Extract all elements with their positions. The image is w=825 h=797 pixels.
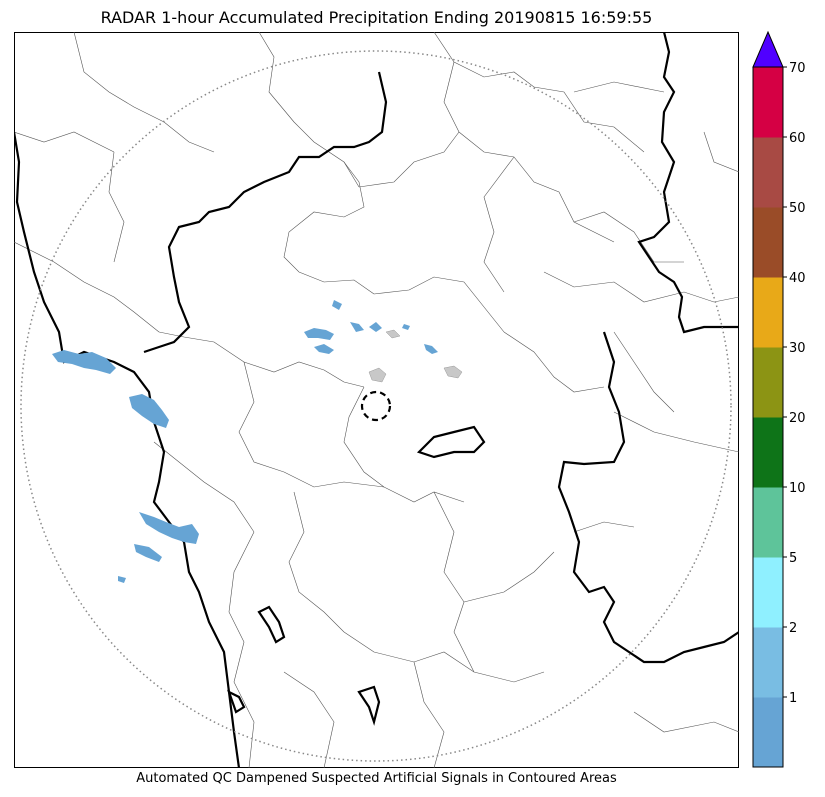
colorbar-bin [753, 487, 783, 558]
colorbar-tick-label: 50 [789, 201, 806, 216]
colorbar-tick-label: 2 [789, 621, 797, 636]
map-footer-note: Automated QC Dampened Suspected Artifici… [136, 771, 617, 786]
map-frame [14, 32, 739, 768]
colorbar-bin [753, 67, 783, 138]
colorbar-tick-label: 5 [789, 551, 797, 566]
radar-map [14, 32, 739, 768]
colorbar-tick-label: 40 [789, 271, 806, 286]
map-title: RADAR 1-hour Accumulated Precipitation E… [100, 8, 653, 27]
colorbar-bin [753, 277, 783, 348]
colorbar-extend-arrow [752, 30, 784, 68]
colorbar: 1 2 5 10 20 30 40 50 60 70 [752, 30, 806, 768]
colorbar-bin [753, 207, 783, 278]
colorbar-frame [752, 66, 784, 768]
radar-range-ring [20, 50, 732, 762]
colorbar-bin [753, 697, 783, 768]
colorbar-bin [753, 627, 783, 698]
colorbar-bin [753, 557, 783, 628]
colorbar-tick-label: 60 [789, 131, 806, 146]
colorbar-top-label: 70 [789, 61, 806, 76]
qc-dampened-areas [368, 329, 463, 383]
colorbar-bin [753, 347, 783, 418]
colorbar-tick-label: 10 [789, 481, 806, 496]
colorbar-bin [753, 417, 783, 488]
district-boundaries [14, 32, 739, 768]
colorbar-tick-label: 30 [789, 341, 806, 356]
colorbar-bin [753, 137, 783, 208]
precipitation-echoes [52, 300, 438, 583]
colorbar-tick-label: 1 [789, 691, 797, 706]
radar-site-marker [360, 390, 392, 422]
colorbar-tick-label: 20 [789, 411, 806, 426]
